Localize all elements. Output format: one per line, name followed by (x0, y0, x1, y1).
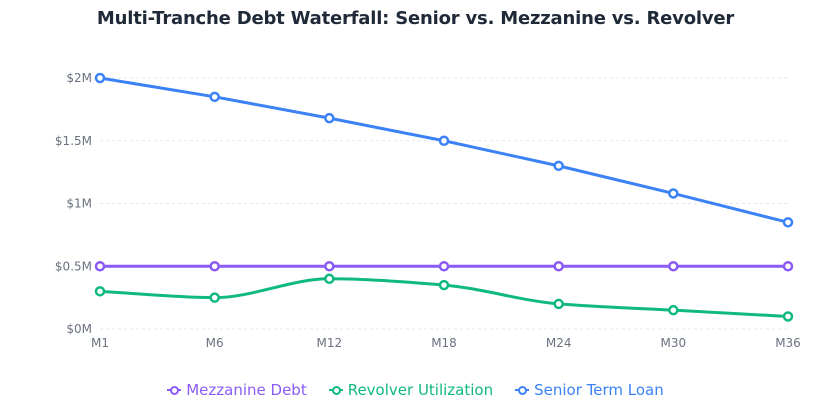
y-tick-label: $1M (66, 197, 92, 211)
chart-legend: Mezzanine Debt Revolver Utilization Senior… (0, 381, 831, 399)
x-tick-label: M6 (206, 336, 224, 350)
legend-item-revolver-utilization[interactable]: Revolver Utilization (328, 381, 494, 399)
data-point-revolver-utilization (209, 292, 220, 303)
y-tick-label: $1.5M (55, 134, 92, 148)
line-chart: $0M $0.5M $1M $1.5M $2M M1 M6 M12 M18 M24 M30 M36 (55, 71, 801, 350)
chart-title: Multi-Tranche Debt Waterfall: Senior vs.… (96, 8, 735, 29)
x-tick-label: M12 (317, 336, 343, 350)
legend-label: Revolver Utilization (347, 381, 494, 399)
legend-item-senior-term-loan[interactable]: Senior Term Loan (515, 381, 664, 399)
y-tick-label: $0.5M (55, 259, 92, 273)
x-tick-label: M30 (661, 336, 687, 350)
legend-swatch-icon (515, 385, 530, 395)
y-tick-label: $2M (66, 71, 92, 85)
legend-label: Mezzanine Debt (186, 381, 307, 399)
legend-label: Senior Term Loan (534, 381, 664, 399)
legend-swatch-icon (328, 385, 343, 395)
data-point-senior-term-loan (782, 217, 794, 228)
data-point-senior-term-loan (209, 91, 220, 103)
data-point-senior-term-loan (324, 112, 335, 124)
data-point-revolver-utilization (668, 304, 679, 316)
data-point-mezzanine-debt (553, 261, 564, 272)
x-tick-label: M36 (775, 336, 801, 350)
data-point-mezzanine-debt (94, 261, 106, 272)
x-tick-label: M18 (431, 336, 457, 350)
data-point-mezzanine-debt (438, 261, 450, 272)
data-point-mezzanine-debt (668, 261, 679, 272)
data-point-senior-term-loan (553, 160, 564, 172)
data-point-revolver-utilization (438, 279, 450, 291)
data-point-revolver-utilization (94, 286, 106, 297)
y-axis: $0M $0.5M $1M $1.5M $2M (55, 71, 92, 336)
series-points (94, 72, 794, 322)
data-point-revolver-utilization (782, 311, 794, 322)
data-point-revolver-utilization (324, 273, 335, 285)
data-point-senior-term-loan (438, 135, 450, 146)
data-point-mezzanine-debt (324, 261, 335, 272)
x-axis: M1 M6 M12 M18 M24 M30 M36 (91, 336, 801, 350)
y-tick-label: $0M (66, 322, 92, 336)
data-point-senior-term-loan (668, 188, 679, 199)
x-tick-label: M24 (546, 336, 572, 350)
series-line-senior-term-loan (98, 76, 790, 224)
data-point-senior-term-loan (94, 72, 106, 84)
data-point-mezzanine-debt (209, 261, 220, 272)
legend-item-mezzanine-debt[interactable]: Mezzanine Debt (167, 381, 307, 399)
data-point-mezzanine-debt (782, 261, 794, 272)
x-tick-label: M1 (91, 336, 109, 350)
data-point-revolver-utilization (553, 298, 564, 310)
grid-lines (100, 77, 788, 330)
legend-swatch-icon (167, 385, 182, 395)
